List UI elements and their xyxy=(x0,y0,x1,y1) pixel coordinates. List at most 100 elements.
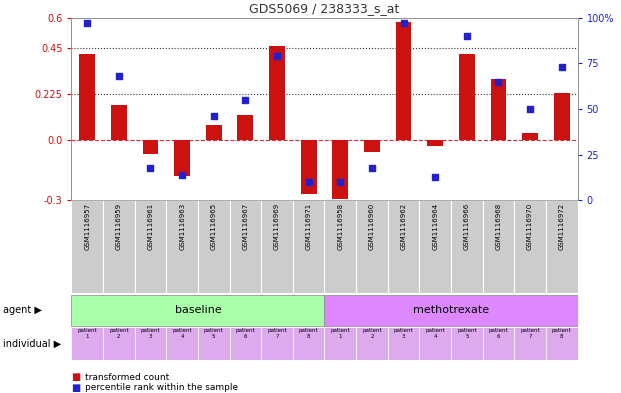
Text: GSM1116969: GSM1116969 xyxy=(274,203,280,250)
Bar xyxy=(198,200,230,293)
Text: transformed count: transformed count xyxy=(85,373,170,382)
Bar xyxy=(206,125,222,140)
Bar xyxy=(103,327,135,360)
Text: GSM1116970: GSM1116970 xyxy=(527,203,533,250)
Text: GSM1116964: GSM1116964 xyxy=(432,203,438,250)
Text: patient
6: patient 6 xyxy=(235,328,255,339)
Text: individual ▶: individual ▶ xyxy=(3,338,61,349)
Bar xyxy=(324,295,578,326)
Point xyxy=(335,179,345,185)
Text: patient
2: patient 2 xyxy=(362,328,382,339)
Text: GSM1116959: GSM1116959 xyxy=(116,203,122,250)
Bar xyxy=(111,105,127,140)
Bar xyxy=(514,200,546,293)
Bar xyxy=(356,327,388,360)
Text: methotrexate: methotrexate xyxy=(413,305,489,316)
Point xyxy=(462,33,472,39)
Bar xyxy=(483,327,514,360)
Bar xyxy=(451,327,483,360)
Point xyxy=(525,106,535,112)
Text: patient
2: patient 2 xyxy=(109,328,129,339)
Bar xyxy=(419,200,451,293)
Point xyxy=(82,20,92,26)
Text: baseline: baseline xyxy=(175,305,221,316)
Text: patient
8: patient 8 xyxy=(552,328,571,339)
Text: GSM1116958: GSM1116958 xyxy=(337,203,343,250)
Point xyxy=(272,53,282,59)
Point xyxy=(399,20,409,26)
Text: GSM1116972: GSM1116972 xyxy=(559,203,564,250)
Point xyxy=(209,113,219,119)
Text: patient
5: patient 5 xyxy=(204,328,224,339)
Point xyxy=(145,164,155,171)
Text: patient
4: patient 4 xyxy=(425,328,445,339)
Bar xyxy=(388,200,419,293)
Bar xyxy=(301,140,317,194)
Text: patient
3: patient 3 xyxy=(141,328,160,339)
Text: GSM1116967: GSM1116967 xyxy=(242,203,248,250)
Text: patient
7: patient 7 xyxy=(520,328,540,339)
Text: patient
1: patient 1 xyxy=(78,328,97,339)
Bar xyxy=(514,327,546,360)
Bar xyxy=(427,140,443,145)
Point xyxy=(114,73,124,79)
Bar xyxy=(554,93,569,140)
Point xyxy=(177,172,187,178)
Bar xyxy=(71,295,324,326)
Text: patient
7: patient 7 xyxy=(267,328,287,339)
Bar xyxy=(522,133,538,140)
Bar xyxy=(135,327,166,360)
Text: GSM1116963: GSM1116963 xyxy=(179,203,185,250)
Point xyxy=(494,79,504,85)
Text: GSM1116971: GSM1116971 xyxy=(306,203,312,250)
Text: patient
8: patient 8 xyxy=(299,328,319,339)
Bar xyxy=(396,22,412,140)
Bar xyxy=(198,327,230,360)
Bar xyxy=(293,327,324,360)
Bar xyxy=(483,200,514,293)
Bar xyxy=(332,140,348,199)
Bar xyxy=(324,327,356,360)
Bar xyxy=(71,200,103,293)
Text: ■: ■ xyxy=(71,383,81,393)
Text: GSM1116961: GSM1116961 xyxy=(148,203,153,250)
Point xyxy=(367,164,377,171)
Bar xyxy=(71,327,103,360)
Bar xyxy=(230,200,261,293)
Text: patient
5: patient 5 xyxy=(457,328,477,339)
Bar xyxy=(293,200,324,293)
Bar xyxy=(261,327,293,360)
Bar xyxy=(166,327,198,360)
Bar xyxy=(135,200,166,293)
Bar xyxy=(324,200,356,293)
Point xyxy=(557,64,567,70)
Text: patient
3: patient 3 xyxy=(394,328,414,339)
Point xyxy=(240,97,250,103)
Title: GDS5069 / 238333_s_at: GDS5069 / 238333_s_at xyxy=(249,2,400,15)
Bar xyxy=(237,115,253,140)
Text: GSM1116957: GSM1116957 xyxy=(84,203,90,250)
Text: GSM1116965: GSM1116965 xyxy=(211,203,217,250)
Text: GSM1116960: GSM1116960 xyxy=(369,203,375,250)
Text: ■: ■ xyxy=(71,372,81,382)
Bar xyxy=(143,140,158,154)
Bar xyxy=(546,200,578,293)
Bar xyxy=(491,79,506,140)
Text: patient
6: patient 6 xyxy=(489,328,508,339)
Point xyxy=(304,179,314,185)
Bar xyxy=(364,140,380,152)
Text: agent ▶: agent ▶ xyxy=(3,305,42,316)
Text: percentile rank within the sample: percentile rank within the sample xyxy=(85,384,238,392)
Text: GSM1116968: GSM1116968 xyxy=(496,203,501,250)
Text: patient
1: patient 1 xyxy=(330,328,350,339)
Text: GSM1116962: GSM1116962 xyxy=(401,203,407,250)
Bar xyxy=(261,200,293,293)
Bar xyxy=(230,327,261,360)
Bar xyxy=(356,200,388,293)
Bar xyxy=(459,54,474,140)
Bar xyxy=(175,140,190,176)
Point xyxy=(430,174,440,180)
Bar xyxy=(546,327,578,360)
Bar xyxy=(388,327,419,360)
Bar xyxy=(269,46,285,140)
